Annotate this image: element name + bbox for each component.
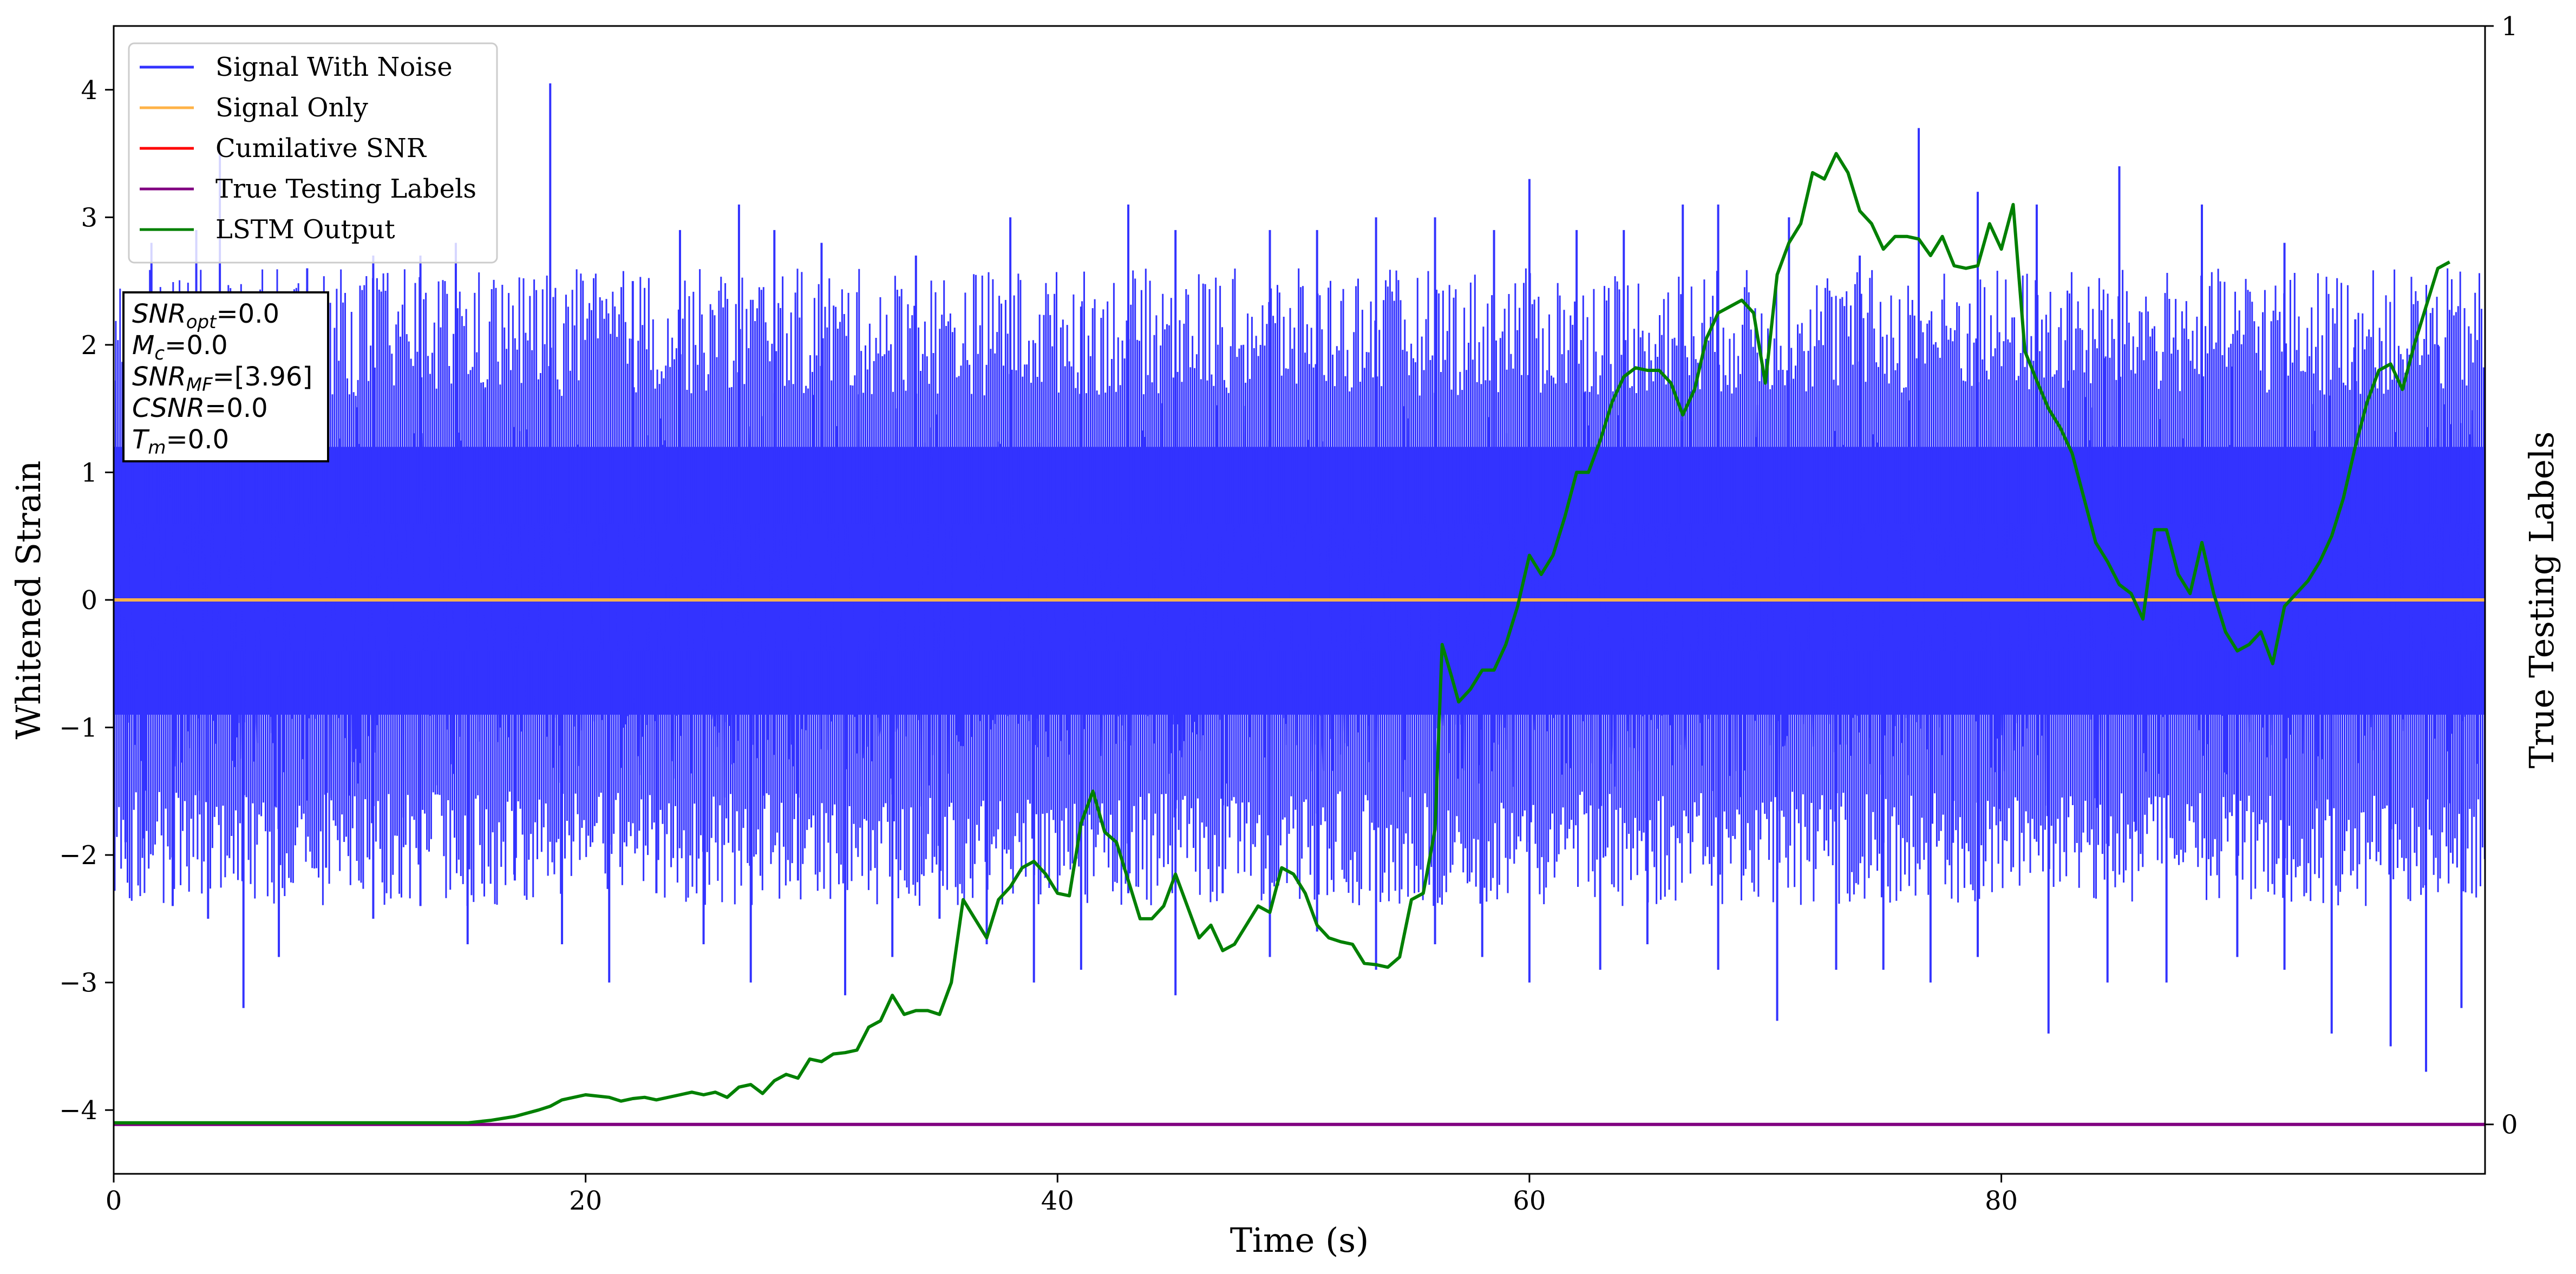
y-tick-label: −3 [59, 968, 97, 998]
y-tick-label: −1 [59, 713, 97, 743]
parameter-annotation-box: SNRopt=0.0Mc=0.0SNRMF=[3.96]CSNR=0.0Tm=0… [122, 291, 329, 462]
y-tick-label: 0 [81, 585, 97, 616]
x-tick-label: 60 [1513, 1186, 1546, 1216]
y2-tick-label: 1 [2501, 11, 2518, 42]
annotation-line: CSNR=0.0 [132, 393, 268, 423]
y-tick-label: −2 [59, 840, 97, 871]
annotation-line: Tm=0.0 [132, 424, 229, 459]
y-tick-label: 3 [81, 202, 97, 233]
y-axis-right: 01 [2485, 11, 2518, 1140]
signal-with-noise-series [113, 83, 2486, 1072]
y-axis-left: −4 −3 −2 −1 0 1 2 3 4 [59, 75, 114, 1126]
y-tick-label: 1 [81, 458, 97, 488]
plot-area [113, 83, 2486, 1126]
legend-label: Cumilative SNR [215, 133, 427, 164]
legend-label: True Testing Labels [215, 174, 476, 204]
legend: Signal With Noise Signal Only Cumilative S… [128, 42, 498, 264]
legend-label: LSTM Output [215, 214, 395, 245]
legend-label: Signal With Noise [215, 52, 453, 82]
lstm-output-line [114, 152, 2451, 1125]
x-tick-label: 0 [106, 1186, 122, 1216]
y-axis-title: Whitened Strain [9, 461, 48, 740]
x-axis: 0 20 40 60 80 [106, 1174, 2018, 1216]
y-tick-label: 2 [81, 330, 97, 361]
y-tick-label: 4 [81, 75, 97, 106]
x-tick-label: 80 [1985, 1186, 2018, 1216]
legend-label: Signal Only [215, 93, 368, 123]
annotation-line: SNRMF=[3.96] [132, 362, 312, 396]
annotation-line: Mc=0.0 [132, 330, 228, 364]
line-series-layer [114, 152, 2485, 1126]
y2-tick-label: 0 [2501, 1110, 2518, 1140]
x-tick-label: 20 [569, 1186, 602, 1216]
x-axis-title: Time (s) [1230, 1220, 1369, 1260]
y-tick-label: −4 [59, 1095, 97, 1126]
annotation-frame [122, 291, 329, 462]
y2-axis-title: True Testing Labels [2522, 432, 2561, 769]
legend-frame [128, 42, 498, 264]
annotation-line: SNRopt=0.0 [132, 299, 279, 333]
x-tick-label: 40 [1041, 1186, 1074, 1216]
